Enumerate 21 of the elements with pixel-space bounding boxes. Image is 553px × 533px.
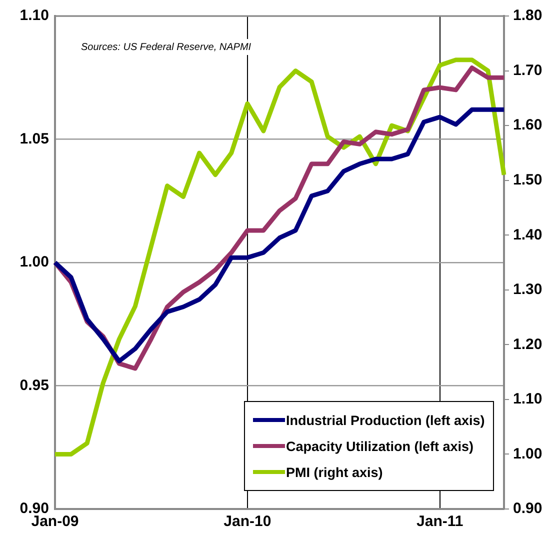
x-tick-label: Jan-11 <box>416 513 464 530</box>
y2-tick-label: 0.90 <box>513 500 542 518</box>
legend-label: PMI (right axis) <box>286 464 383 480</box>
y2-tick-label: 1.40 <box>513 226 542 244</box>
legend-label: Capacity Utilization (left axis) <box>286 438 474 454</box>
y-tick-label: 1.05 <box>20 130 49 148</box>
y-tick-label: 1.00 <box>20 254 49 271</box>
y-tick-label: 0.95 <box>20 376 49 394</box>
y2-tick-label: 1.80 <box>513 7 542 24</box>
y2-tick-label: 1.20 <box>513 336 542 353</box>
annotation: Sources: US Federal Reserve, NAPMI <box>81 42 252 53</box>
y2-tick-label: 1.50 <box>513 171 542 188</box>
x-tick-label: Jan-09 <box>31 513 79 530</box>
y2-tick-label: 1.60 <box>513 116 542 134</box>
y2-tick-label: 1.70 <box>513 62 542 79</box>
y-tick-label: 1.10 <box>20 7 49 24</box>
legend-label: Industrial Production (left axis) <box>286 412 485 428</box>
y2-tick-label: 1.30 <box>513 281 542 298</box>
y2-tick-label: 1.10 <box>513 390 542 408</box>
y2-tick-label: 1.00 <box>513 445 542 462</box>
x-tick-label: Jan-10 <box>224 513 272 530</box>
